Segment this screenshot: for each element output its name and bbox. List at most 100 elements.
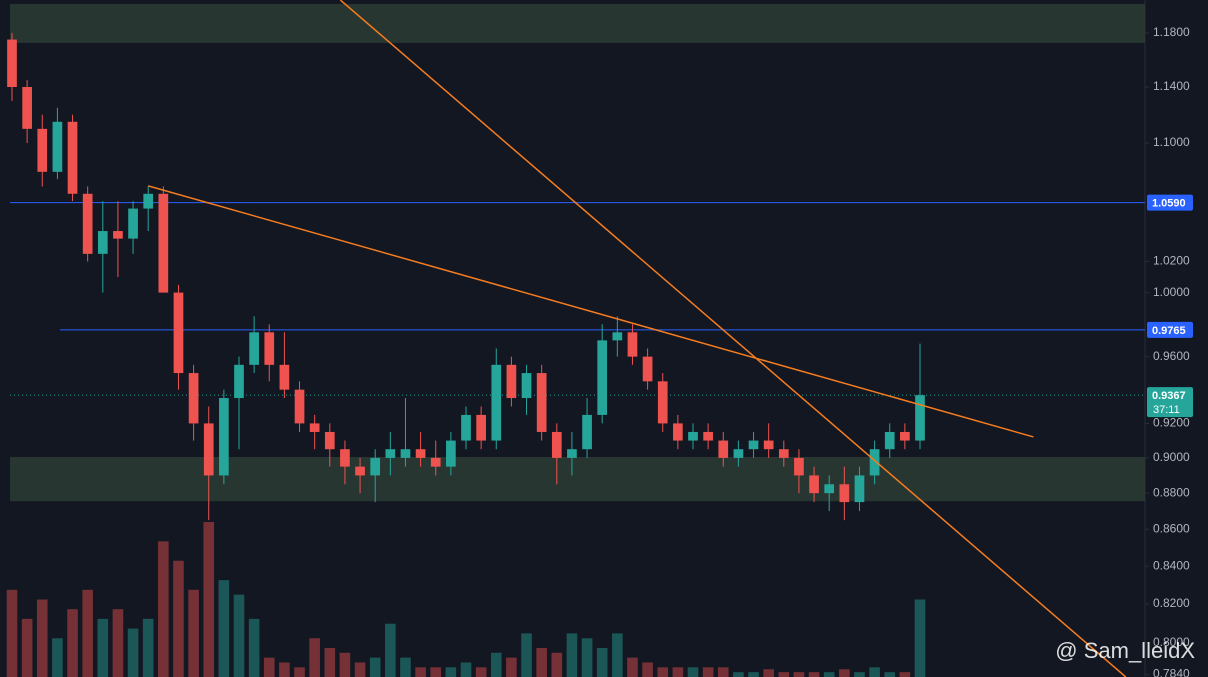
candle-body [37, 128, 48, 172]
candle-body [52, 121, 63, 172]
candle-body [551, 431, 562, 458]
volume-bar [596, 647, 608, 677]
volume-bar [581, 638, 593, 677]
current-price-label-bg [1147, 387, 1193, 418]
volume-bar [369, 657, 381, 677]
volume-bar [233, 594, 245, 677]
volume-bar [203, 522, 215, 677]
candle-body [824, 484, 835, 494]
price-label-bg [1147, 194, 1193, 211]
volume-bar [657, 667, 669, 677]
candle-body [733, 449, 744, 458]
candle-body [113, 231, 123, 239]
y-tick-label: 0.8400 [1153, 558, 1190, 572]
candle-body [446, 440, 456, 467]
y-tick-label: 0.8600 [1153, 521, 1190, 535]
volume-bar [173, 560, 184, 677]
volume-bar [158, 541, 169, 677]
candle-body [264, 332, 275, 365]
candle-body [884, 431, 895, 450]
volume-bar [733, 672, 744, 677]
volume-bar [490, 652, 502, 677]
candle-body [128, 208, 138, 239]
candle-body [491, 364, 502, 441]
price-label: 0.9765 [1152, 325, 1186, 337]
volume-bar [460, 662, 472, 677]
volume-bar [127, 628, 139, 677]
candle-body [279, 364, 290, 390]
candle-body [703, 431, 713, 441]
candle-body [536, 373, 547, 432]
candle-body [234, 364, 244, 399]
candle-body [521, 373, 532, 399]
volume-bar [899, 672, 911, 677]
volume-bar [339, 652, 351, 677]
volume-bar [869, 667, 880, 677]
candle-body [355, 466, 365, 476]
candle-body [582, 414, 592, 450]
volume-bar [21, 618, 33, 677]
candle-body [219, 398, 229, 476]
y-tick-label: 1.1800 [1153, 25, 1190, 39]
y-tick-label: 1.0000 [1153, 285, 1190, 299]
volume-bar [854, 672, 865, 677]
volume-bar [324, 647, 336, 677]
volume-bar [612, 633, 623, 677]
volume-bar [263, 657, 275, 677]
volume-bar [82, 589, 93, 677]
volume-bar [248, 618, 260, 677]
candle-body [597, 340, 608, 415]
trendline [339, 0, 1127, 677]
volume-bar [808, 672, 820, 677]
candle-body [476, 414, 486, 441]
volume-bar [400, 657, 411, 677]
candle-body [900, 431, 910, 441]
candle-body [688, 431, 698, 441]
volume-bar [672, 667, 684, 677]
candle-body [627, 332, 638, 357]
volume-bar [279, 662, 290, 677]
volume-bar [415, 667, 426, 677]
y-tick-label: 0.8200 [1153, 596, 1190, 610]
candle-body [809, 475, 819, 494]
y-tick-label: 0.8000 [1153, 635, 1190, 649]
volume-bar [67, 609, 78, 677]
volume-bar [97, 618, 109, 677]
candle-body [340, 449, 350, 467]
volume-bar [823, 672, 835, 677]
plot-area [6, 3, 1145, 677]
volume-bar [521, 633, 532, 677]
volume-bar [309, 638, 320, 677]
watermark: @ Sam_lleidX [1055, 638, 1195, 663]
candle-body [869, 449, 880, 476]
volume-bar [294, 667, 305, 677]
volume-bar [112, 609, 124, 677]
volume-bar [778, 672, 790, 677]
candle-body [673, 423, 683, 441]
y-tick-label: 1.1000 [1153, 135, 1190, 149]
volume-bar [506, 657, 517, 677]
volume-bar [566, 633, 578, 677]
volume-bar [642, 662, 653, 677]
candle-body [173, 292, 184, 374]
volume-bar [748, 672, 759, 677]
volume-bar [914, 599, 926, 677]
y-tick-label: 0.9600 [1153, 349, 1190, 363]
volume-bar [702, 667, 714, 677]
volume-bar [884, 672, 896, 677]
candle-body [97, 231, 108, 254]
volume-bar [536, 647, 547, 677]
candle-body [385, 449, 396, 458]
volume-bar [218, 580, 230, 677]
candle-body [657, 381, 668, 424]
zone [10, 457, 1145, 502]
y-tick-label: 0.7840 [1153, 667, 1190, 677]
volume-bar [627, 657, 638, 677]
candle-body [778, 449, 789, 458]
y-tick-label: 0.9200 [1153, 416, 1190, 430]
candle-body [203, 423, 214, 476]
y-tick-label: 1.0200 [1153, 254, 1190, 268]
candle-body [839, 484, 850, 503]
volume-bar [793, 672, 805, 677]
